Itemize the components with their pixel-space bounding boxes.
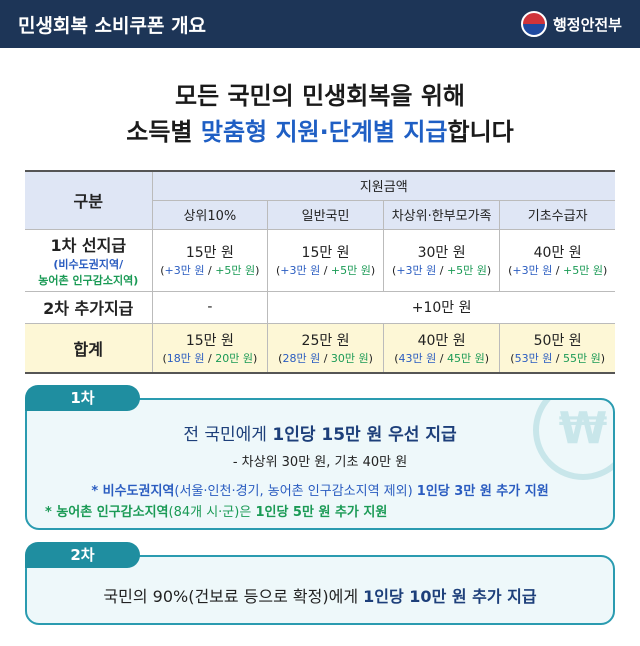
- cell: 15만 원 (18만 원 / 20만 원): [152, 322, 269, 374]
- amount: 40만 원: [417, 332, 466, 349]
- amount: 30만 원: [417, 245, 466, 261]
- text: 국민의 90%(건보료 등으로 확정)에게: [103, 587, 364, 606]
- table-row-total: 합계 15만 원 (18만 원 / 20만 원) 25만 원 (28만 원 / 30만…: [25, 322, 615, 374]
- text: 1인당 3만 원 추가 지원: [416, 484, 549, 499]
- amount: 40만 원: [533, 245, 582, 261]
- org-name: 행정안전부: [552, 15, 622, 34]
- phase1-box: ₩ 전 국민에게 1인당 15만 원 우선 지급 - 차상위 30만 원, 기초…: [25, 398, 615, 530]
- headline-accent: 맞춤형 지원·단계별 지급: [200, 118, 448, 146]
- note: 농어촌 인구감소지역): [38, 274, 139, 287]
- row-label: 2차 추가지급: [25, 290, 153, 324]
- table-row: 1차 선지급 (비수도권지역/농어촌 인구감소지역) 15만 원 (+3만 원 / …: [25, 228, 615, 292]
- col-header: 일반국민: [267, 199, 384, 230]
- cell: 40만 원 (43만 원 / 45만 원): [383, 322, 501, 374]
- text: 1인당 10만 원 추가 지급: [363, 587, 537, 606]
- text: 합니다: [447, 118, 514, 146]
- text: 전 국민에게: [183, 425, 273, 445]
- extra-blue: +3만 원: [164, 264, 205, 277]
- total-green: 55만 원: [563, 351, 601, 365]
- support-table: 구분 지원금액 상위10% 일반국민 차상위·한부모가족 기초수급자 1차 선지급…: [25, 170, 615, 374]
- text: 1인당 15만 원 우선 지급: [272, 425, 457, 445]
- note: (비수도권지역/: [53, 258, 124, 271]
- amount: 15만 원: [185, 245, 234, 261]
- col-header: 기초수급자: [499, 199, 615, 230]
- total-blue: 43만 원: [398, 351, 437, 365]
- phase1-tab: 1차: [25, 385, 140, 411]
- text: 1인당 5만 원 추가 지원: [255, 505, 388, 520]
- total-blue: 28만 원: [282, 351, 321, 365]
- extra: (+3만 원 / +5만 원): [275, 264, 376, 277]
- extra: (+3만 원 / +5만 원): [508, 264, 608, 277]
- page-title: 민생회복 소비쿠폰 개요: [18, 14, 207, 37]
- headline-line2: 소득별 맞춤형 지원·단계별 지급합니다: [0, 114, 640, 150]
- row-label: 합계: [25, 322, 153, 374]
- won-icon: ₩: [533, 400, 613, 480]
- total-blue: 18만 원: [166, 351, 205, 365]
- cell: 15만 원 (+3만 원 / +5만 원): [152, 228, 269, 292]
- amount: 15만 원: [301, 245, 350, 261]
- extra-green: +5만 원: [215, 264, 256, 277]
- col-header: 차상위·한부모가족: [383, 199, 501, 230]
- header-amount: 지원금액: [152, 170, 615, 201]
- table-row: 2차 추가지급 - +10만 원: [25, 290, 615, 324]
- cell: 50만 원 (53만 원 / 55만 원): [499, 322, 615, 374]
- amount: 25만 원: [301, 332, 350, 349]
- cell: 25만 원 (28만 원 / 30만 원): [267, 322, 384, 374]
- extra: (+3만 원 / +5만 원): [392, 264, 492, 277]
- extra-blue: +3만 원: [512, 264, 553, 277]
- cell: -: [152, 290, 269, 324]
- cell: 30만 원 (+3만 원 / +5만 원): [383, 228, 501, 292]
- org-logo: 행정안전부: [520, 11, 622, 37]
- extra: (18만 원 / 20만 원): [162, 351, 258, 365]
- header-category: 구분: [25, 170, 153, 230]
- row-label: 1차 선지급 (비수도권지역/농어촌 인구감소지역): [25, 228, 153, 292]
- total-green: 45만 원: [446, 351, 485, 365]
- cell: +10만 원: [267, 290, 615, 324]
- col-header: 상위10%: [152, 199, 269, 230]
- phase1-line1: 전 국민에게 1인당 15만 원 우선 지급: [27, 420, 613, 445]
- extra: (53만 원 / 55만 원): [510, 351, 606, 365]
- top-bar: 민생회복 소비쿠폰 개요 행정안전부: [0, 0, 640, 48]
- extra-green: +5만 원: [563, 264, 603, 277]
- taegeuk-icon: [520, 11, 547, 37]
- cell: 40만 원 (+3만 원 / +5만 원): [499, 228, 615, 292]
- text: * 비수도권지역: [91, 484, 175, 499]
- text: 소득별: [126, 118, 201, 146]
- extra-blue: +3만 원: [396, 264, 437, 277]
- phase1-line4: * 농어촌 인구감소지역(84개 시·군)은 1인당 5만 원 추가 지원: [27, 501, 613, 520]
- phase2-tab: 2차: [25, 542, 140, 568]
- extra-green: +5만 원: [330, 264, 371, 277]
- label: 1차 선지급: [50, 236, 127, 255]
- phase1-line2: - 차상위 30만 원, 기초 40만 원: [232, 455, 408, 470]
- cell: 15만 원 (+3만 원 / +5만 원): [267, 228, 384, 292]
- text: (84개 시·군)은: [168, 505, 256, 520]
- total-green: 30만 원: [330, 351, 369, 365]
- extra-blue: +3만 원: [280, 264, 321, 277]
- headline: 모든 국민의 민생회복을 위해 소득별 맞춤형 지원·단계별 지급합니다: [0, 78, 640, 150]
- amount: 15만 원: [185, 332, 234, 349]
- total-blue: 53만 원: [514, 351, 553, 365]
- extra-green: +5만 원: [446, 264, 487, 277]
- extra: (43만 원 / 45만 원): [394, 351, 489, 365]
- total-green: 20만 원: [215, 351, 253, 365]
- amount: 50만 원: [533, 332, 582, 349]
- phase1-line3: * 비수도권지역(서울·인천·경기, 농어촌 인구감소지역 제외) 1인당 3만…: [27, 480, 613, 499]
- text: (서울·인천·경기, 농어촌 인구감소지역 제외): [174, 484, 417, 499]
- text: * 농어촌 인구감소지역: [45, 505, 169, 520]
- extra: (+3만 원 / +5만 원): [160, 264, 260, 277]
- extra: (28만 원 / 30만 원): [278, 351, 373, 365]
- headline-line1: 모든 국민의 민생회복을 위해: [174, 82, 466, 110]
